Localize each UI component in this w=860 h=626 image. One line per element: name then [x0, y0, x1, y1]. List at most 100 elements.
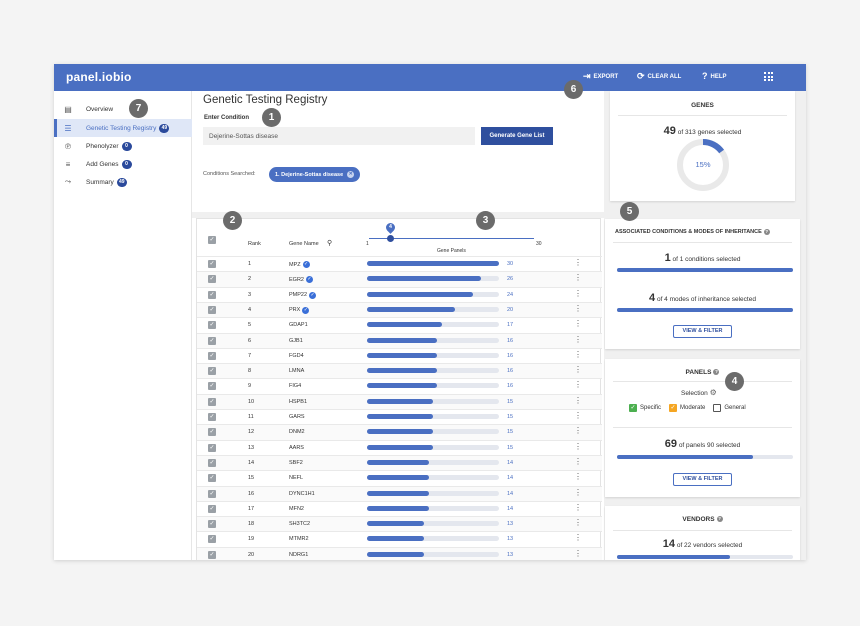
rank-header[interactable]: Rank [248, 241, 261, 247]
moderate-checkbox[interactable]: ✓ Moderate [669, 404, 706, 412]
help-icon[interactable]: ? [716, 516, 723, 522]
table-row[interactable]: ✓ 11 GARS 15 ⋮ [197, 409, 602, 424]
row-checkbox[interactable]: ✓ [208, 443, 216, 452]
more-options-icon[interactable]: ⋮ [574, 411, 582, 420]
row-checkbox[interactable]: ✓ [208, 321, 216, 330]
gene-cell[interactable]: PRX ✓ [289, 306, 310, 314]
conditions-view-filter-button[interactable]: VIEW & FILTER [673, 325, 732, 338]
specific-checkbox[interactable]: ✓ Specific [629, 404, 662, 412]
more-options-icon[interactable]: ⋮ [574, 334, 582, 344]
more-options-icon[interactable]: ⋮ [574, 258, 582, 267]
more-options-icon[interactable]: ⋮ [574, 518, 582, 528]
table-row[interactable]: ✓ 3 PMP22 ✓ 24 ⋮ [197, 286, 602, 302]
gene-panels-slider[interactable] [369, 238, 534, 239]
export-button[interactable]: ⇥ EXPORT [583, 71, 619, 81]
more-options-icon[interactable]: ⋮ [574, 502, 582, 512]
more-options-icon[interactable]: ⋮ [574, 456, 582, 466]
table-row[interactable]: ✓ 13 AARS 15 ⋮ [197, 439, 602, 455]
more-options-icon[interactable]: ⋮ [574, 380, 582, 390]
grid-icon[interactable] [764, 72, 773, 81]
general-checkbox[interactable]: General [713, 404, 746, 412]
search-icon[interactable]: ⚲ [327, 240, 333, 247]
row-checkbox[interactable]: ✓ [208, 489, 216, 498]
gene-cell[interactable]: LMNA [289, 368, 304, 374]
clear-all-button[interactable]: ⟳ CLEAR ALL [637, 71, 682, 81]
tour-marker-2[interactable]: 2 [223, 211, 242, 230]
gene-cell[interactable]: GDAP1 [289, 322, 308, 328]
tour-marker-3[interactable]: 3 [476, 211, 495, 230]
table-row[interactable]: ✓ 12 DNM2 15 ⋮ [197, 424, 602, 440]
table-row[interactable]: ✓ 14 SBF2 14 ⋮ [197, 454, 602, 471]
generate-gene-list-button[interactable]: Generate Gene List [481, 127, 553, 145]
help-button[interactable]: ? HELP [702, 71, 727, 81]
panels-view-filter-button[interactable]: VIEW & FILTER [673, 473, 732, 486]
row-checkbox[interactable]: ✓ [208, 290, 216, 299]
more-options-icon[interactable]: ⋮ [574, 487, 582, 497]
sidebar-item-add-genes[interactable]: ≡ Add Genes 0 [54, 155, 192, 173]
gene-cell[interactable]: NEFL [289, 475, 303, 481]
tour-marker-5[interactable]: 5 [620, 202, 639, 221]
slider-handle[interactable] [387, 235, 394, 242]
gene-cell[interactable]: MPZ ✓ [289, 261, 310, 268]
gene-cell[interactable]: MTMR2 [289, 536, 309, 542]
table-row[interactable]: ✓ 2 EGR2 ✓ 26 ⋮ [197, 271, 602, 287]
gear-icon[interactable]: ⚙ [709, 388, 717, 397]
gene-cell[interactable]: FGD4 [289, 353, 304, 359]
row-checkbox[interactable]: ✓ [208, 397, 216, 406]
select-all-checkbox[interactable]: ✓ [208, 236, 216, 244]
help-icon[interactable]: ? [763, 229, 770, 235]
table-row[interactable]: ✓ 4 PRX ✓ 20 ⋮ [197, 301, 602, 318]
more-options-icon[interactable]: ⋮ [574, 426, 582, 436]
row-checkbox[interactable]: ✓ [208, 428, 216, 437]
table-row[interactable]: ✓ 15 NEFL 14 ⋮ [197, 470, 602, 485]
table-row[interactable]: ✓ 17 MFN2 14 ⋮ [197, 500, 602, 516]
more-options-icon[interactable]: ⋮ [574, 548, 582, 558]
row-checkbox[interactable]: ✓ [208, 535, 216, 544]
table-row[interactable]: ✓ 1 MPZ ✓ 30 ⋮ [197, 256, 602, 271]
sidebar-item-overview[interactable]: ▤ Overview [54, 100, 192, 118]
gene-cell[interactable]: PMP22 ✓ [289, 291, 317, 299]
table-row[interactable]: ✓ 16 DYNC1H1 14 ⋮ [197, 485, 602, 501]
row-checkbox[interactable]: ✓ [208, 367, 216, 376]
row-checkbox[interactable]: ✓ [208, 305, 216, 314]
gene-cell[interactable]: DYNC1H1 [289, 491, 315, 497]
row-checkbox[interactable]: ✓ [208, 260, 216, 268]
table-row[interactable]: ✓ 18 SH3TC2 13 ⋮ [197, 516, 602, 532]
help-icon[interactable]: ? [713, 369, 720, 375]
table-row[interactable]: ✓ 9 FIG4 16 ⋮ [197, 378, 602, 393]
app-logo[interactable]: panel.iobio [66, 70, 132, 84]
condition-input[interactable] [203, 127, 475, 145]
more-options-icon[interactable]: ⋮ [574, 303, 582, 313]
row-checkbox[interactable]: ✓ [208, 474, 216, 483]
more-options-icon[interactable]: ⋮ [574, 273, 582, 283]
table-row[interactable]: ✓ 5 GDAP1 17 ⋮ [197, 317, 602, 332]
table-row[interactable]: ✓ 19 MTMR2 13 ⋮ [197, 531, 602, 546]
row-checkbox[interactable]: ✓ [208, 413, 216, 421]
table-row[interactable]: ✓ 7 FGD4 16 ⋮ [197, 347, 602, 363]
row-checkbox[interactable]: ✓ [208, 336, 216, 345]
gene-cell[interactable]: AARS [289, 445, 304, 451]
table-row[interactable]: ✓ 10 HSPB1 15 ⋮ [197, 393, 602, 409]
gene-cell[interactable]: GJB1 [289, 338, 303, 344]
gene-cell[interactable]: MFN2 [289, 506, 304, 512]
gene-cell[interactable]: EGR2 ✓ [289, 276, 313, 284]
row-checkbox[interactable]: ✓ [208, 458, 216, 467]
tour-marker-7[interactable]: 7 [129, 99, 148, 118]
tour-marker-6[interactable]: 6 [564, 80, 583, 99]
more-options-icon[interactable]: ⋮ [574, 365, 582, 375]
more-options-icon[interactable]: ⋮ [574, 533, 582, 543]
gene-cell[interactable]: DNM2 [289, 429, 305, 435]
gene-name-header[interactable]: Gene Name [289, 241, 319, 247]
table-row[interactable]: ✓ 6 GJB1 16 ⋮ [197, 332, 602, 348]
table-row[interactable]: ✓ 8 LMNA 16 ⋮ [197, 363, 602, 379]
more-options-icon[interactable]: ⋮ [574, 319, 582, 329]
sidebar-item-phenolyzer[interactable]: ℗ Phenolyzer 0 [54, 137, 192, 155]
row-checkbox[interactable]: ✓ [208, 351, 216, 360]
row-checkbox[interactable]: ✓ [208, 550, 216, 559]
sidebar-item-summary[interactable]: ⤳ Summary 49 [54, 173, 192, 191]
more-options-icon[interactable]: ⋮ [574, 349, 582, 359]
tour-marker-1[interactable]: 1 [262, 108, 281, 127]
gene-cell[interactable]: GARS [289, 414, 305, 420]
gene-cell[interactable]: NDRG1 [289, 552, 308, 558]
row-checkbox[interactable]: ✓ [208, 275, 216, 284]
